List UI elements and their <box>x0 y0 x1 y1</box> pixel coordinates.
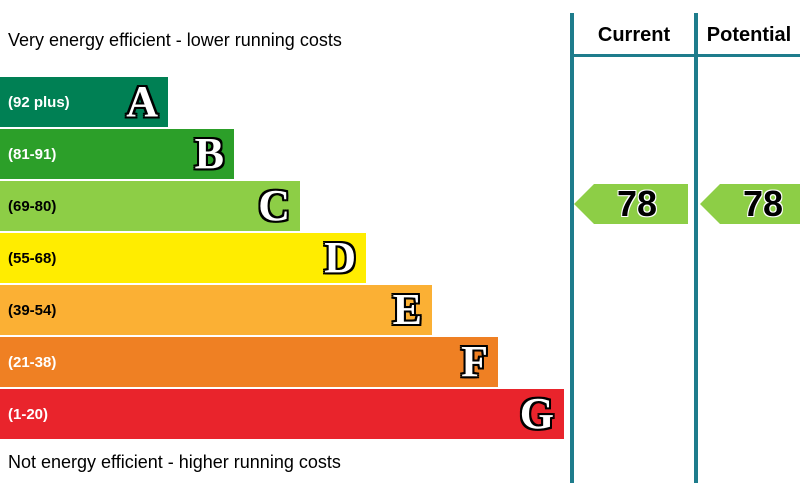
band-range-label: (69-80) <box>8 197 57 215</box>
band-row: (21-38) F <box>0 337 570 389</box>
band-row: (92 plus) A <box>0 77 570 129</box>
band-letter: G <box>519 389 554 438</box>
band-range-label: (21-38) <box>8 353 57 371</box>
band-bar: (69-80) C <box>0 181 300 231</box>
band-bar: (81-91) B <box>0 129 234 179</box>
band-letter: F <box>461 337 488 386</box>
band-range-label: (92 plus) <box>8 93 70 111</box>
current-column-divider <box>570 13 574 483</box>
band-range-label: (39-54) <box>8 301 57 319</box>
band-bar: (55-68) D <box>0 233 366 283</box>
band-letter: B <box>194 129 224 178</box>
header-underline <box>570 54 800 57</box>
band-row: (55-68) D <box>0 233 570 285</box>
potential-rating-value: 78 <box>742 183 784 224</box>
band-row: (69-80) C <box>0 181 570 233</box>
band-row: (1-20) G <box>0 389 570 441</box>
band-range-label: (81-91) <box>8 145 57 163</box>
band-bar: (92 plus) A <box>0 77 168 127</box>
top-efficiency-label: Very energy efficient - lower running co… <box>8 30 342 50</box>
current-rating-arrow: 78 <box>574 184 688 224</box>
band-letter: A <box>126 77 158 126</box>
potential-rating-arrow: 78 <box>700 184 800 224</box>
band-letter: C <box>258 181 290 230</box>
potential-column-header: Potential <box>706 24 792 46</box>
band-bar: (39-54) E <box>0 285 432 335</box>
band-row: (81-91) B <box>0 129 570 181</box>
band-range-label: (55-68) <box>8 249 57 267</box>
potential-column-divider <box>694 13 698 483</box>
current-column-header: Current <box>597 24 671 46</box>
band-bar: (1-20) G <box>0 389 564 439</box>
band-bar: (21-38) F <box>0 337 498 387</box>
band-letter: E <box>392 285 422 334</box>
bands: (92 plus) A (81-91) B (69-80) C (55-68) … <box>0 77 570 441</box>
band-range-label: (1-20) <box>8 405 49 423</box>
band-letter: D <box>324 233 356 282</box>
bottom-efficiency-label: Not energy efficient - higher running co… <box>8 452 341 472</box>
band-row: (39-54) E <box>0 285 570 337</box>
current-rating-value: 78 <box>616 183 658 224</box>
